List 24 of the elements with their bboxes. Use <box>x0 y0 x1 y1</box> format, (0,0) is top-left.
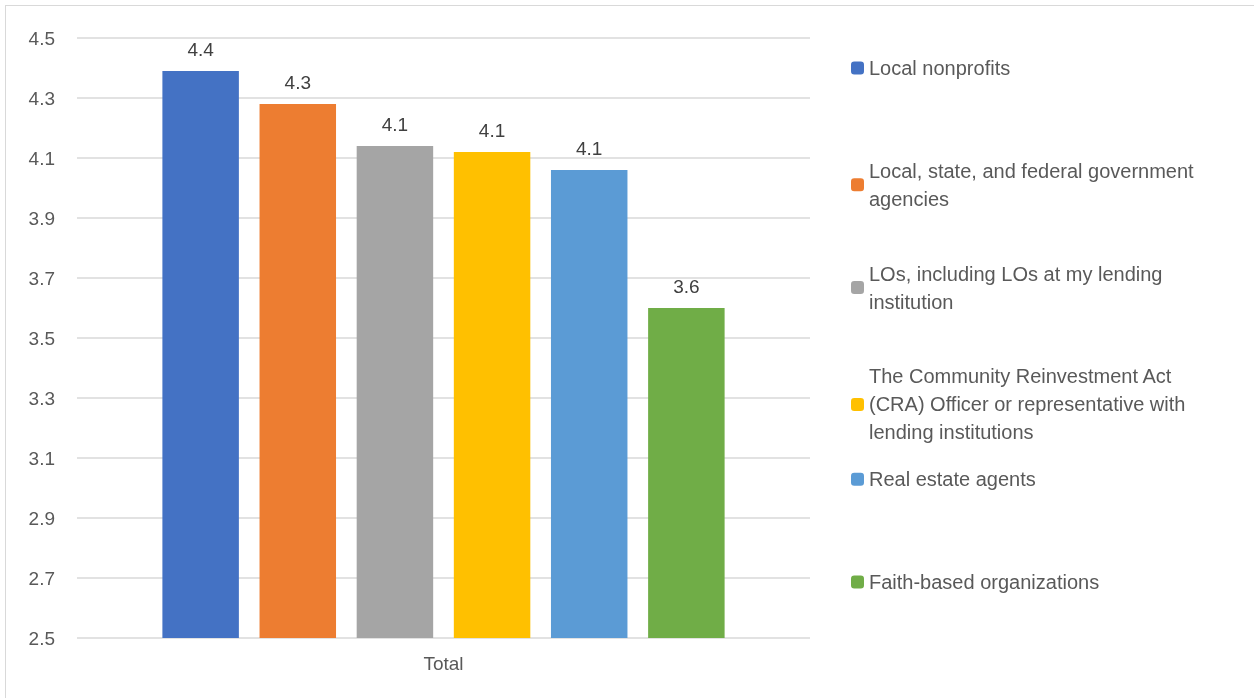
data-label: 4.1 <box>381 114 409 135</box>
legend-label: LOs, including LOs at my lending institution <box>869 262 1169 313</box>
data-label: 3.6 <box>673 276 700 297</box>
y-tick-label: 2.7 <box>28 567 55 589</box>
y-tick-label: 3.3 <box>28 387 55 409</box>
y-tick-label: 2.9 <box>28 507 55 529</box>
y-tick-label: 4.3 <box>28 87 55 109</box>
data-label: 4.1 <box>478 120 506 141</box>
y-tick-label: 2.5 <box>28 627 55 649</box>
y-tick-label: 4.5 <box>28 27 55 49</box>
legend-label: Real estate agents <box>869 468 1036 491</box>
legend-label: Local nonprofits <box>869 57 1011 79</box>
legend-label: The Community Reinvestment Act (CRA) Officer or representative with lending institutions <box>869 365 1191 444</box>
data-label: 4.3 <box>284 72 311 93</box>
legend-label: Local, state, and federal government agencies <box>869 159 1200 210</box>
y-tick-label: 3.1 <box>28 447 55 469</box>
y-tick-label: 3.7 <box>28 267 55 289</box>
data-label: 4.1 <box>576 138 603 159</box>
y-tick-label: 3.5 <box>28 327 55 349</box>
legend-label: Faith-based organizations <box>869 571 1100 593</box>
x-tick-label: Total <box>423 653 464 674</box>
y-tick-label: 4.1 <box>28 147 55 169</box>
y-tick-label: 3.9 <box>28 207 55 229</box>
data-label: 4.4 <box>187 39 215 60</box>
